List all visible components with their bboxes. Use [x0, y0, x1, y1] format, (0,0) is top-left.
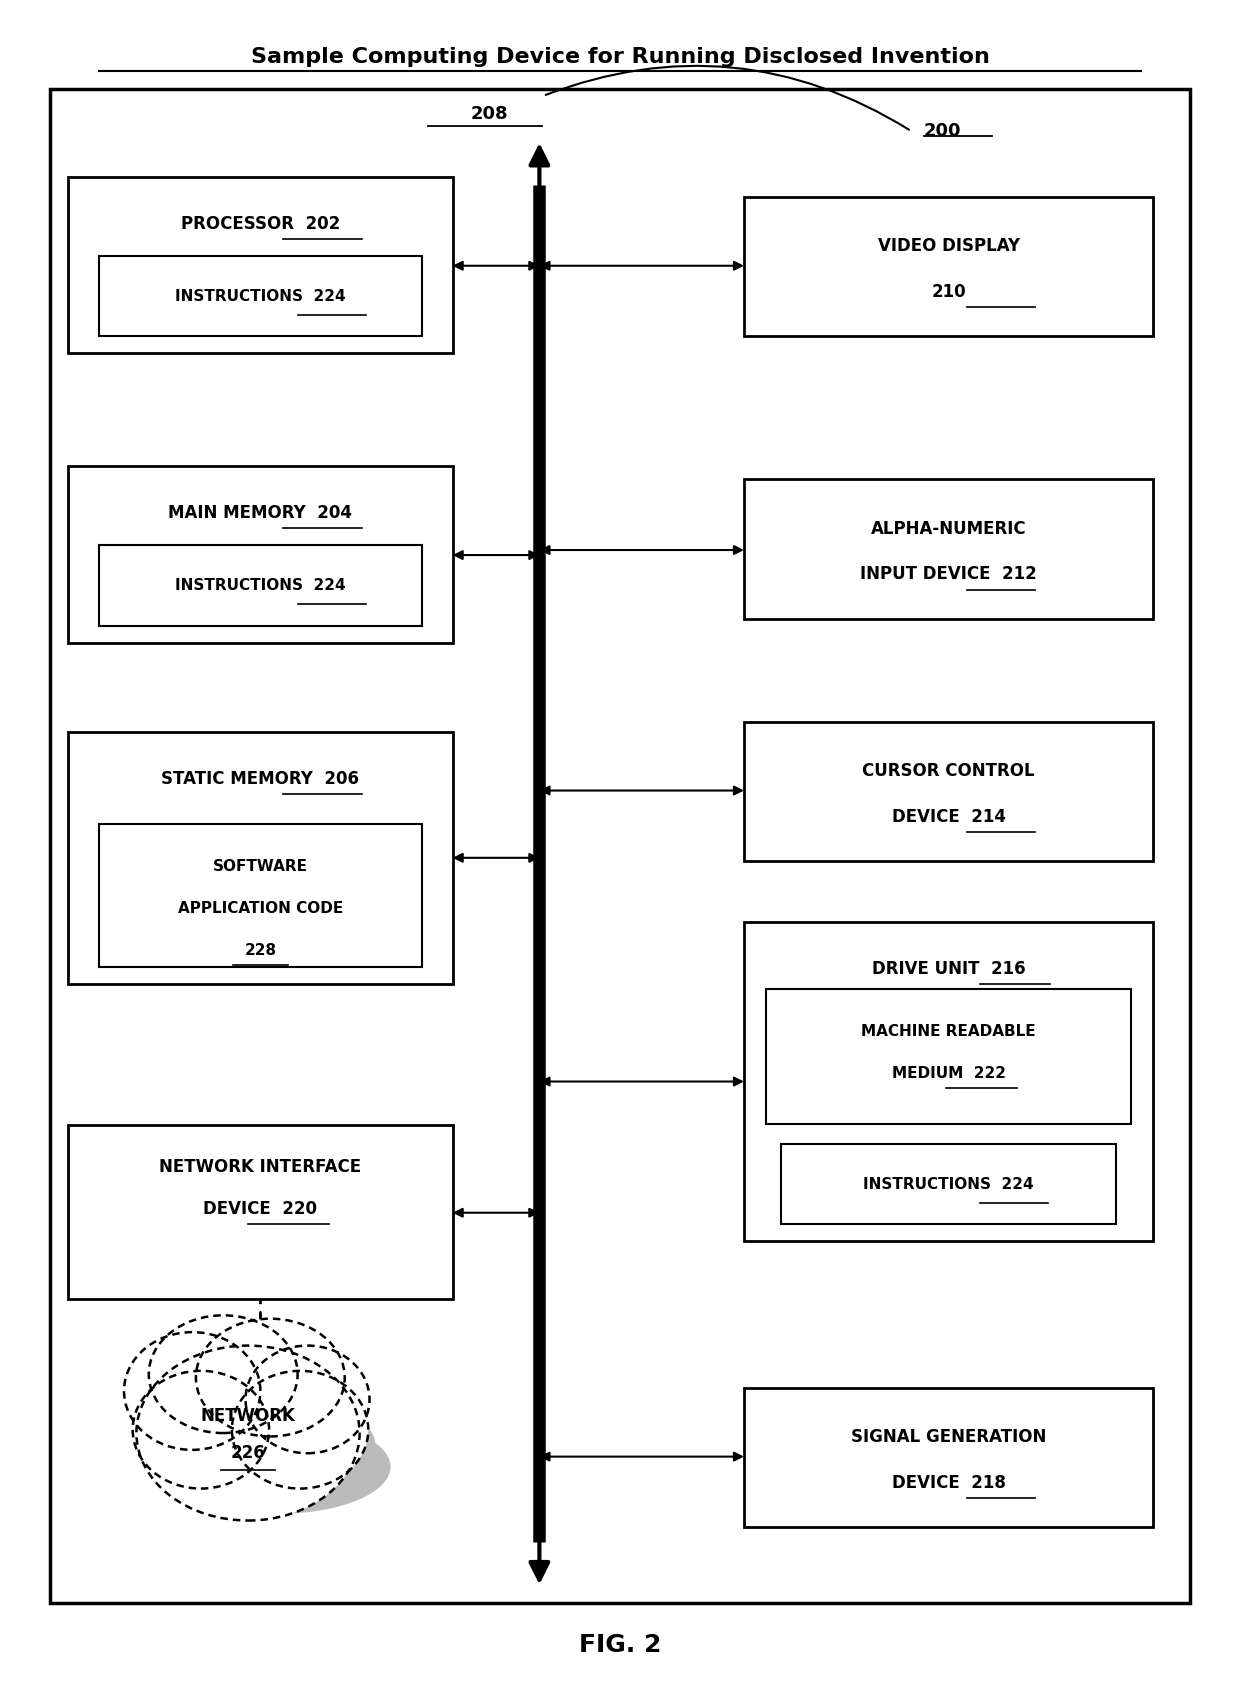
Text: FIG. 2: FIG. 2 — [579, 1633, 661, 1657]
Text: DRIVE UNIT  216: DRIVE UNIT 216 — [872, 960, 1025, 977]
Bar — [766, 989, 1131, 1124]
Text: MAIN MEMORY  204: MAIN MEMORY 204 — [169, 505, 352, 521]
Ellipse shape — [167, 1420, 391, 1514]
Text: INSTRUCTIONS  224: INSTRUCTIONS 224 — [175, 579, 346, 592]
Text: INPUT DEVICE  212: INPUT DEVICE 212 — [861, 565, 1037, 584]
Text: SIGNAL GENERATION: SIGNAL GENERATION — [851, 1428, 1047, 1447]
Bar — [781, 1144, 1116, 1224]
Text: Sample Computing Device for Running Disclosed Invention: Sample Computing Device for Running Disc… — [250, 47, 990, 67]
Text: PROCESSOR  202: PROCESSOR 202 — [181, 215, 340, 232]
Bar — [744, 1388, 1153, 1527]
Bar — [99, 256, 422, 336]
Text: DEVICE  220: DEVICE 220 — [203, 1201, 317, 1218]
Bar — [68, 466, 453, 643]
Text: NETWORK: NETWORK — [201, 1408, 295, 1425]
Bar — [744, 722, 1153, 861]
Ellipse shape — [246, 1346, 370, 1453]
Text: NETWORK INTERFACE: NETWORK INTERFACE — [159, 1159, 362, 1176]
Text: SOFTWARE: SOFTWARE — [213, 860, 308, 873]
Ellipse shape — [239, 1404, 376, 1489]
Bar — [68, 732, 453, 984]
Bar — [744, 197, 1153, 336]
Ellipse shape — [196, 1319, 345, 1436]
Text: 228: 228 — [244, 944, 277, 957]
Text: DEVICE  214: DEVICE 214 — [892, 807, 1006, 826]
Text: MEDIUM  222: MEDIUM 222 — [892, 1066, 1006, 1080]
Bar — [744, 922, 1153, 1241]
Bar — [68, 1125, 453, 1299]
Ellipse shape — [136, 1346, 360, 1521]
Bar — [68, 177, 453, 353]
Bar — [99, 824, 422, 967]
Text: 200: 200 — [924, 123, 961, 140]
Text: INSTRUCTIONS  224: INSTRUCTIONS 224 — [863, 1177, 1034, 1191]
Text: INSTRUCTIONS  224: INSTRUCTIONS 224 — [175, 289, 346, 303]
Text: 226: 226 — [231, 1445, 265, 1462]
Text: VIDEO DISPLAY: VIDEO DISPLAY — [878, 237, 1019, 256]
Text: APPLICATION CODE: APPLICATION CODE — [177, 902, 343, 915]
Ellipse shape — [149, 1315, 298, 1433]
Text: ALPHA-NUMERIC: ALPHA-NUMERIC — [870, 520, 1027, 538]
Bar — [744, 479, 1153, 619]
Text: DEVICE  218: DEVICE 218 — [892, 1473, 1006, 1492]
Text: STATIC MEMORY  206: STATIC MEMORY 206 — [161, 770, 360, 787]
Ellipse shape — [232, 1371, 368, 1489]
Ellipse shape — [133, 1371, 269, 1489]
Text: MACHINE READABLE: MACHINE READABLE — [862, 1024, 1035, 1038]
Text: 208: 208 — [471, 104, 508, 123]
Text: CURSOR CONTROL: CURSOR CONTROL — [862, 762, 1035, 780]
Ellipse shape — [124, 1332, 260, 1450]
Bar — [99, 545, 422, 626]
Text: 210: 210 — [931, 283, 966, 301]
